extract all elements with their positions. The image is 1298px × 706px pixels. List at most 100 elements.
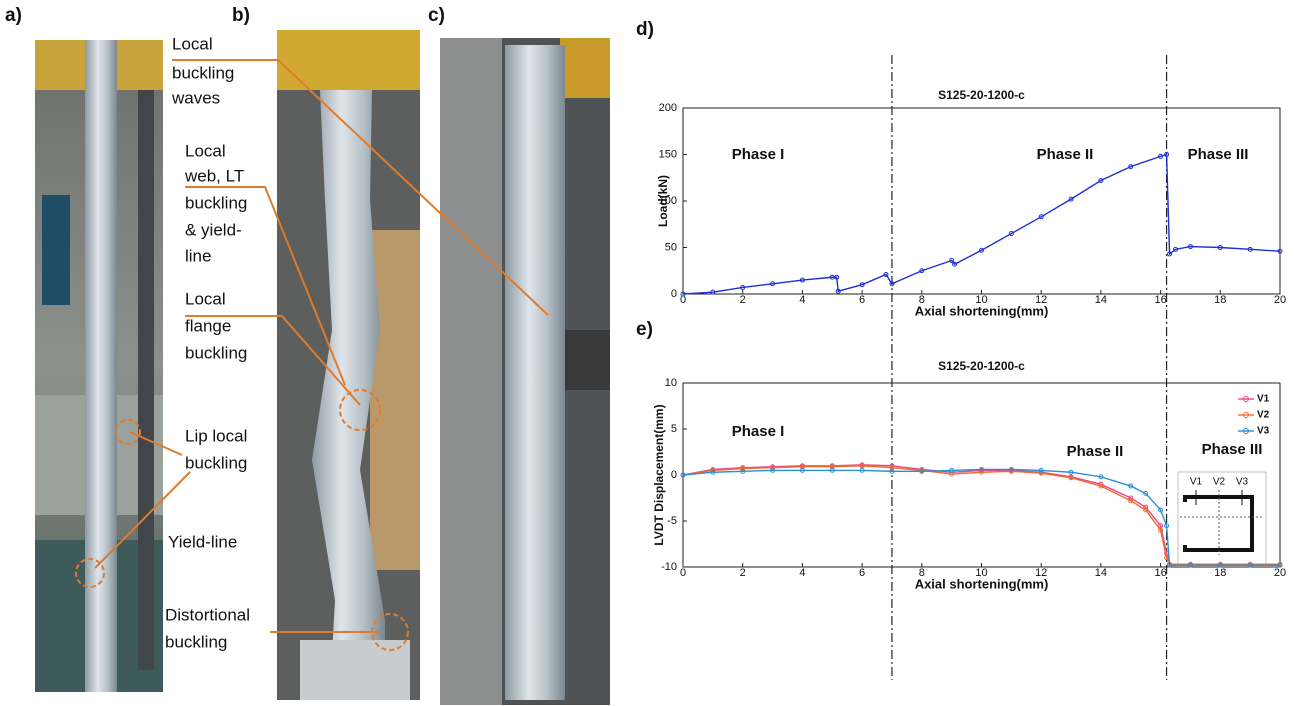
data-point — [799, 467, 805, 473]
x-tick-label: 4 — [799, 294, 805, 306]
data-point — [740, 466, 746, 472]
pointer — [185, 186, 346, 386]
data-point — [1217, 562, 1223, 568]
data-point — [829, 467, 835, 473]
x-tick-label: 18 — [1214, 294, 1226, 306]
annotation: Yield-line — [168, 532, 237, 551]
data-point — [834, 274, 840, 280]
annotation: & yield- — [185, 220, 242, 239]
data-point — [1128, 498, 1134, 504]
data-point — [1167, 251, 1173, 257]
inset-label: V2 — [1213, 477, 1226, 488]
x-tick-label: 6 — [859, 567, 865, 579]
pointer — [94, 471, 191, 569]
phase-label: Phase II — [1067, 443, 1124, 460]
pointer — [172, 59, 549, 316]
data-point — [740, 284, 746, 290]
data-point — [952, 261, 958, 267]
data-point — [1128, 164, 1134, 170]
highlight — [115, 419, 141, 445]
annotation: Local — [185, 141, 226, 160]
phase-label: Phase III — [1188, 146, 1249, 163]
legend-marker — [1243, 412, 1249, 418]
y-tick-label: -10 — [661, 561, 677, 573]
legend-label: V2 — [1257, 410, 1270, 421]
inset-label: V3 — [1236, 477, 1249, 488]
data-point — [949, 467, 955, 473]
data-point — [1128, 483, 1134, 489]
x-tick-label: 0 — [680, 294, 686, 306]
data-point — [1158, 527, 1164, 533]
panel-label: c) — [428, 5, 445, 26]
data-point — [1098, 178, 1104, 184]
data-point — [1277, 562, 1283, 568]
x-tick-label: 8 — [919, 294, 925, 306]
phase-label: Phase II — [1037, 146, 1094, 163]
data-point — [1158, 507, 1164, 513]
x-tick-label: 2 — [740, 294, 746, 306]
x-tick-label: 8 — [919, 567, 925, 579]
y-tick-label: 200 — [659, 102, 677, 114]
inset-label: V1 — [1190, 477, 1203, 488]
x-tick-label: 12 — [1035, 294, 1047, 306]
y-tick-label: 150 — [659, 148, 677, 160]
annotation: Lip local — [185, 426, 247, 445]
phase-label: Phase I — [732, 423, 785, 440]
data-point — [680, 291, 686, 297]
data-point — [1098, 474, 1104, 480]
annotation: Local — [185, 289, 226, 308]
legend-label: V3 — [1257, 426, 1270, 437]
data-point — [1158, 153, 1164, 159]
annotation: buckling — [185, 453, 247, 472]
data-point — [1247, 562, 1253, 568]
inset: V1 V2 V3 — [1177, 471, 1267, 565]
y-tick-label: 0 — [671, 469, 677, 481]
annotation: Local — [172, 34, 213, 53]
data-point — [1164, 523, 1170, 529]
x-tick-label: 18 — [1214, 567, 1226, 579]
annotation: buckling — [165, 632, 227, 651]
data-point — [859, 467, 865, 473]
phase-label: Phase III — [1202, 441, 1263, 458]
data-point — [979, 247, 984, 253]
data-point — [1187, 562, 1193, 568]
legend-marker — [1243, 396, 1249, 402]
panel-label: e) — [636, 319, 653, 340]
chart-title: S125-20-1200-c — [938, 359, 1025, 373]
data-point — [883, 271, 889, 277]
data-point — [1187, 244, 1193, 250]
x-tick-label: 14 — [1095, 567, 1107, 579]
x-tick-label: 12 — [1035, 567, 1047, 579]
panel-label: d) — [636, 19, 654, 40]
y-tick-label: 100 — [659, 195, 677, 207]
data-point — [1008, 466, 1014, 472]
photo-b — [277, 30, 420, 700]
data-point — [770, 465, 776, 471]
data-point — [1277, 248, 1283, 254]
data-line — [682, 465, 1280, 565]
data-point — [710, 289, 716, 295]
data-point — [1038, 467, 1044, 473]
data-point — [889, 281, 895, 287]
data-point — [889, 468, 895, 474]
y-tick-label: 5 — [671, 423, 677, 435]
x-axis-label: Axial shortening(mm) — [915, 303, 1049, 318]
data-point — [835, 288, 841, 294]
data-point — [979, 469, 984, 475]
panel-label: a) — [5, 5, 22, 26]
x-tick-label: 4 — [799, 567, 805, 579]
annotation: flange — [185, 316, 231, 335]
data-point — [1173, 246, 1179, 252]
data-point — [1247, 246, 1253, 252]
x-tick-label: 16 — [1154, 294, 1166, 306]
data-point — [919, 268, 925, 274]
photo-a — [35, 40, 163, 692]
y-tick-label: 0 — [671, 288, 677, 300]
y-tick-label: -5 — [667, 515, 677, 527]
data-point — [1068, 469, 1074, 475]
x-tick-label: 2 — [740, 567, 746, 579]
data-point — [740, 468, 746, 474]
data-point — [680, 472, 686, 478]
x-tick-label: 20 — [1274, 567, 1286, 579]
